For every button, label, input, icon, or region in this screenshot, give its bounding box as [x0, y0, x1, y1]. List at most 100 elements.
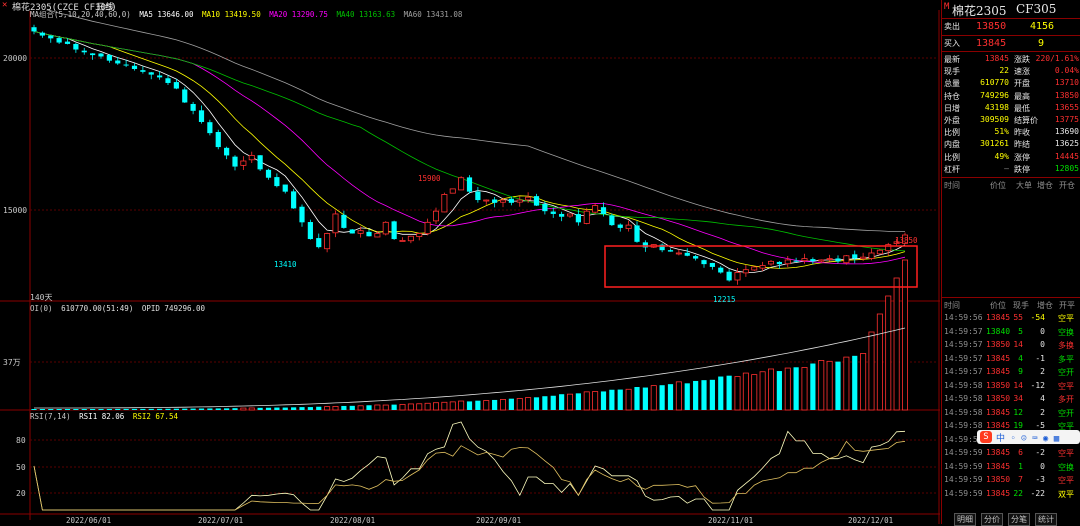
oi-bar	[90, 408, 96, 410]
candle-body	[500, 199, 506, 203]
tab-by-tick[interactable]: 分笔	[1008, 513, 1030, 526]
candle-body	[182, 89, 188, 103]
candle-body	[64, 41, 71, 44]
candle-body	[31, 27, 37, 32]
candle-body	[818, 259, 825, 262]
candle-body	[374, 233, 381, 238]
oi-bar	[215, 408, 221, 410]
oi-bar	[592, 391, 599, 411]
candle-body	[307, 222, 313, 240]
candle-body	[793, 260, 799, 262]
oi-bar	[600, 391, 607, 410]
oi-bar	[617, 389, 623, 410]
oi-bar	[525, 397, 532, 411]
candle-body	[198, 110, 205, 122]
oi-bar	[73, 408, 79, 410]
candle-body	[173, 82, 179, 89]
candle-body	[416, 233, 423, 237]
candle-body	[391, 221, 397, 240]
ime-icons: 中 ◦ ☺ ⌨ ◉ ▦	[996, 434, 1060, 444]
contract-title: 棉花2305(CZCE CF305)	[12, 3, 117, 13]
close-icon[interactable]: ✕	[2, 0, 8, 10]
tab-detail[interactable]: 明细	[954, 513, 976, 526]
oi-bar	[458, 400, 465, 411]
candle-body	[73, 43, 79, 50]
candle-body	[642, 242, 648, 248]
tab-by-price[interactable]: 分价	[981, 513, 1003, 526]
oi-legend: OI(0) 610770.00(51:49) OPID 749296.00	[30, 304, 206, 313]
oi-bar	[852, 355, 858, 410]
oi-bar	[374, 404, 381, 411]
ime-toolbar[interactable]: S 中 ◦ ☺ ⌨ ◉ ▦	[977, 430, 1080, 444]
ma-line-ma40	[33, 31, 906, 252]
candle-body	[232, 156, 238, 167]
oi-bar	[433, 402, 439, 411]
candle-body	[508, 198, 514, 203]
candle-body	[726, 271, 732, 281]
oi-bar	[307, 407, 313, 410]
date-axis: 2022/06/01 2022/07/01 2022/08/01 2022/09…	[66, 516, 893, 524]
oi-bar	[634, 387, 640, 410]
candle-body	[659, 244, 665, 251]
oi-bar	[98, 408, 104, 410]
candle-body	[575, 214, 581, 223]
candle-body	[826, 258, 833, 260]
oi-bar	[508, 398, 514, 410]
oi-bar	[776, 371, 782, 410]
candle-body	[516, 199, 523, 203]
tick-row: 14:59:59 13845 6 -2 空平	[944, 448, 1074, 458]
oi-bar	[475, 400, 481, 410]
candle-body	[784, 259, 791, 265]
oi-bar	[893, 277, 900, 411]
candlesticks	[31, 24, 908, 285]
oi-bar	[860, 353, 867, 411]
candle-body	[709, 262, 715, 267]
rsi2-line	[33, 440, 906, 511]
tick-row: 14:59:58 13850 34 4 多开	[944, 394, 1074, 404]
candle-body	[776, 261, 782, 265]
oi-bar	[466, 401, 473, 410]
price-tick-15000: 15000	[3, 206, 27, 215]
candle-body	[106, 54, 112, 61]
tick-row: 14:59:59 13845 22 -22 双平	[944, 488, 1074, 499]
oi-bar	[650, 385, 657, 411]
oi-bar	[693, 380, 699, 410]
candle-body	[893, 241, 900, 244]
tick-row: 14:59:59 13845 1 0 空换	[944, 461, 1074, 472]
oi-bar	[416, 403, 423, 411]
oi-bar	[357, 405, 364, 411]
period-label[interactable]: 日线	[96, 3, 115, 13]
oi-bar	[157, 408, 163, 410]
oi-bar	[793, 367, 799, 410]
oi-bar	[173, 408, 179, 410]
candle-body	[441, 194, 448, 213]
tab-stats[interactable]: 统计	[1035, 513, 1057, 526]
oi-bar	[759, 371, 766, 411]
highlight-box	[604, 245, 918, 288]
oi-bar	[207, 408, 213, 410]
oi-bar	[684, 383, 690, 410]
oi-bar	[492, 399, 498, 410]
tick-row: 14:59:58 13850 14 -12 空平	[944, 380, 1074, 391]
oi-bar	[407, 403, 414, 411]
kline-chart[interactable]: 20000 15000 37万 80 50 20 140天 MA组合(5,10,…	[0, 10, 940, 524]
open-interest-line	[34, 327, 906, 409]
candle-body	[190, 103, 196, 111]
oi-bar	[64, 408, 71, 410]
candle-body	[324, 233, 331, 250]
oi-bar	[575, 393, 581, 410]
tick-row: 14:59:59 13850 7 -3 空平	[944, 475, 1074, 485]
oi-bar	[550, 395, 556, 410]
candle-body	[550, 211, 556, 214]
oi-bar	[106, 408, 112, 410]
chart-title-bar: ✕ 棉花2305(CZCE CF305) 日线	[0, 0, 940, 13]
candle-body	[291, 191, 297, 209]
oi-bar	[818, 360, 825, 411]
candle-body	[609, 215, 615, 226]
price-tick-20000: 20000	[3, 54, 27, 63]
oi-bar	[835, 361, 841, 410]
candle-body	[667, 250, 674, 252]
candle-body	[634, 225, 640, 242]
oi-bar	[902, 259, 908, 411]
candle-body	[349, 229, 355, 234]
